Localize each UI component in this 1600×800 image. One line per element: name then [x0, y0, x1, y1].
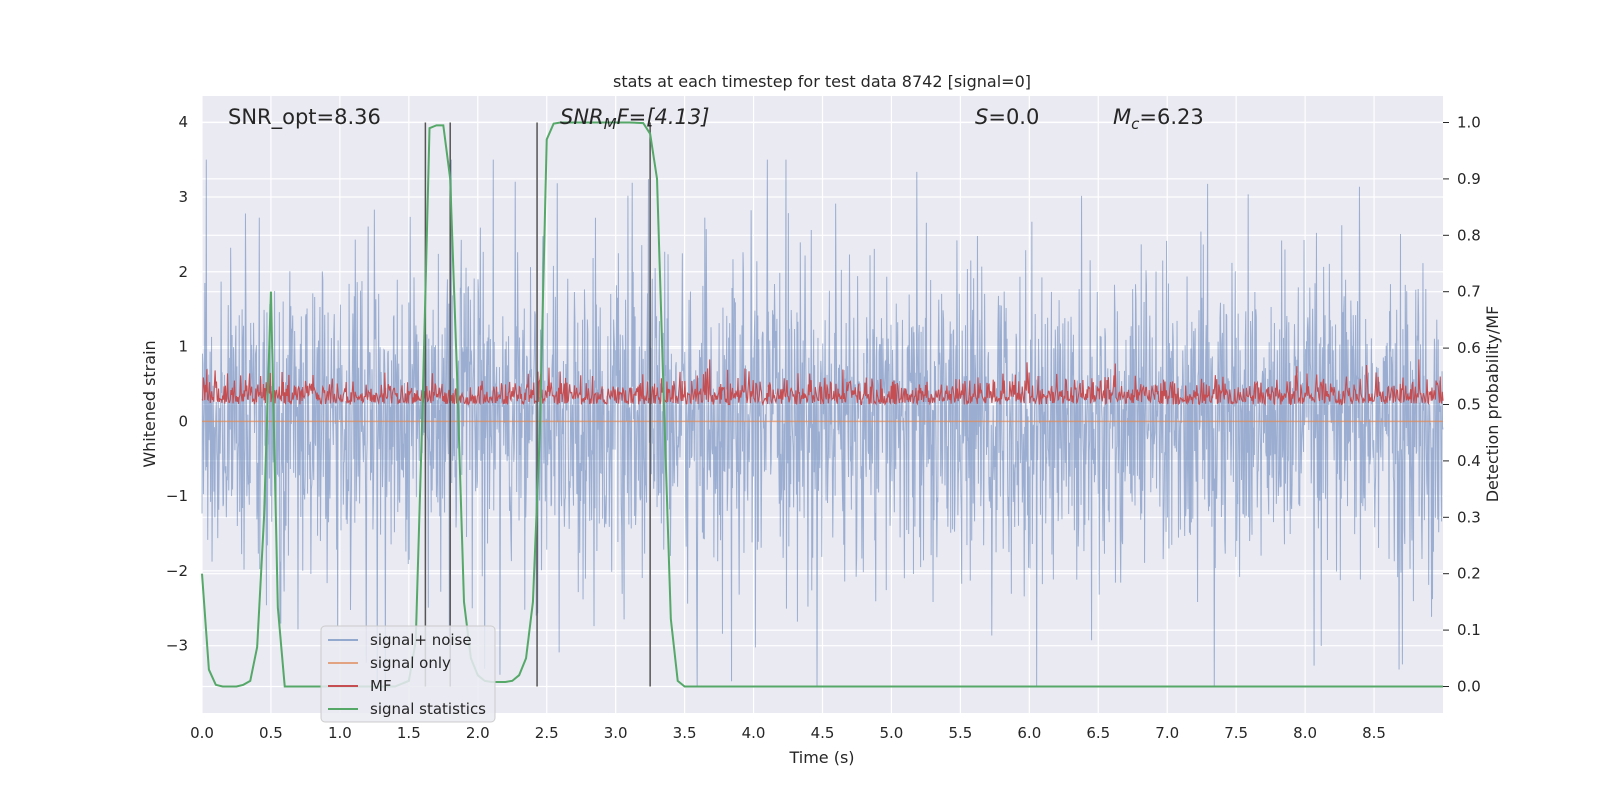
mc-base: M	[1113, 105, 1131, 129]
s-rest: =0.0	[988, 105, 1039, 129]
y-tick-label: −2	[166, 562, 188, 580]
x-tick-label: 1.5	[397, 724, 421, 742]
snr-mf-rest: F=[4.13]	[617, 105, 710, 129]
y-tick-label: 4	[178, 113, 188, 131]
mc-sub: c	[1131, 115, 1140, 133]
y-right-tick-label: 0.3	[1457, 508, 1481, 526]
y-right-tick-label: 0.5	[1457, 396, 1481, 414]
y-right-tick-label: 0.9	[1457, 170, 1481, 188]
s-italic: S	[975, 105, 988, 129]
y-right-axis-label: Detection probability/MF	[1483, 306, 1502, 503]
annotation-s: S=0.0	[975, 105, 1039, 129]
annotation-snr-mf: SNRMF=[4.13]	[560, 105, 709, 133]
y-right-tick-label: 0.7	[1457, 283, 1481, 301]
x-tick-labels: 0.0 0.5 1.0 1.5 2.0 2.5 3.0 3.5 4.0 4.5 5.0 5.5 6.0 6…	[190, 724, 1386, 742]
series-mf	[201, 359, 1444, 406]
y-right-tick-label: 1.0	[1457, 114, 1481, 132]
snr-mf-sub: M	[604, 115, 617, 133]
y-right-tick-label: 0.8	[1457, 226, 1481, 244]
x-tick-label: 2.0	[466, 724, 490, 742]
x-tick-label: 5.5	[948, 724, 972, 742]
x-tick-label: 6.0	[1017, 724, 1041, 742]
mc-rest: =6.23	[1139, 105, 1203, 129]
x-tick-label: 0.0	[190, 724, 214, 742]
x-tick-label: 4.0	[742, 724, 766, 742]
y-right-tick-label: 0.1	[1457, 621, 1481, 639]
y-tick-label: −1	[166, 487, 188, 505]
annotation-snr-opt: SNR_opt=8.36	[228, 105, 381, 130]
legend-label-signal-only: signal only	[370, 654, 451, 672]
chart-title: stats at each timestep for test data 874…	[613, 72, 1031, 91]
x-tick-label: 7.0	[1155, 724, 1179, 742]
y-tick-label: −3	[166, 637, 188, 655]
y-tick-labels: 4 3 2 1 0 −1 −2 −3	[166, 113, 188, 655]
annotation-mc: Mc=6.23	[1113, 105, 1204, 133]
y-tick-label: 0	[178, 412, 188, 430]
x-tick-label: 7.5	[1224, 724, 1248, 742]
vertical-markers	[424, 122, 651, 687]
x-tick-label: 2.5	[535, 724, 559, 742]
x-axis-label: Time (s)	[788, 748, 854, 767]
x-tick-label: 3.0	[604, 724, 628, 742]
y-tick-label: 2	[178, 263, 188, 281]
y-right-tick-label: 0.4	[1457, 452, 1481, 470]
y-tick-label: 1	[178, 338, 188, 356]
legend-box	[320, 625, 496, 723]
y-right-tick-labels: 1.0 0.9 0.8 0.7 0.6 0.5 0.4 0.3 0.2 0.1 0.0	[1443, 114, 1481, 695]
x-tick-label: 4.5	[811, 724, 835, 742]
x-tick-label: 6.5	[1086, 724, 1110, 742]
legend-label-signal-statistics: signal statistics	[370, 700, 486, 718]
y-tick-label: 3	[178, 188, 188, 206]
x-tick-label: 0.5	[259, 724, 283, 742]
mf-line	[201, 359, 1444, 406]
x-tick-label: 8.5	[1362, 724, 1386, 742]
x-tick-label: 1.0	[328, 724, 352, 742]
x-tick-label: 5.0	[880, 724, 904, 742]
x-tick-label: 3.5	[673, 724, 697, 742]
y-right-tick-label: 0.6	[1457, 339, 1481, 357]
y-right-tick-label: 0.0	[1457, 677, 1481, 695]
legend-label-signal-noise: signal+ noise	[370, 631, 472, 649]
legend-label-mf: MF	[370, 677, 392, 695]
snr-mf-base: SNR	[560, 105, 604, 129]
x-tick-label: 8.0	[1293, 724, 1317, 742]
y-axis-label: Whitened strain	[140, 340, 159, 467]
legend: signal+ noise signal only MF signal stat…	[320, 625, 496, 723]
y-right-tick-label: 0.2	[1457, 565, 1481, 583]
